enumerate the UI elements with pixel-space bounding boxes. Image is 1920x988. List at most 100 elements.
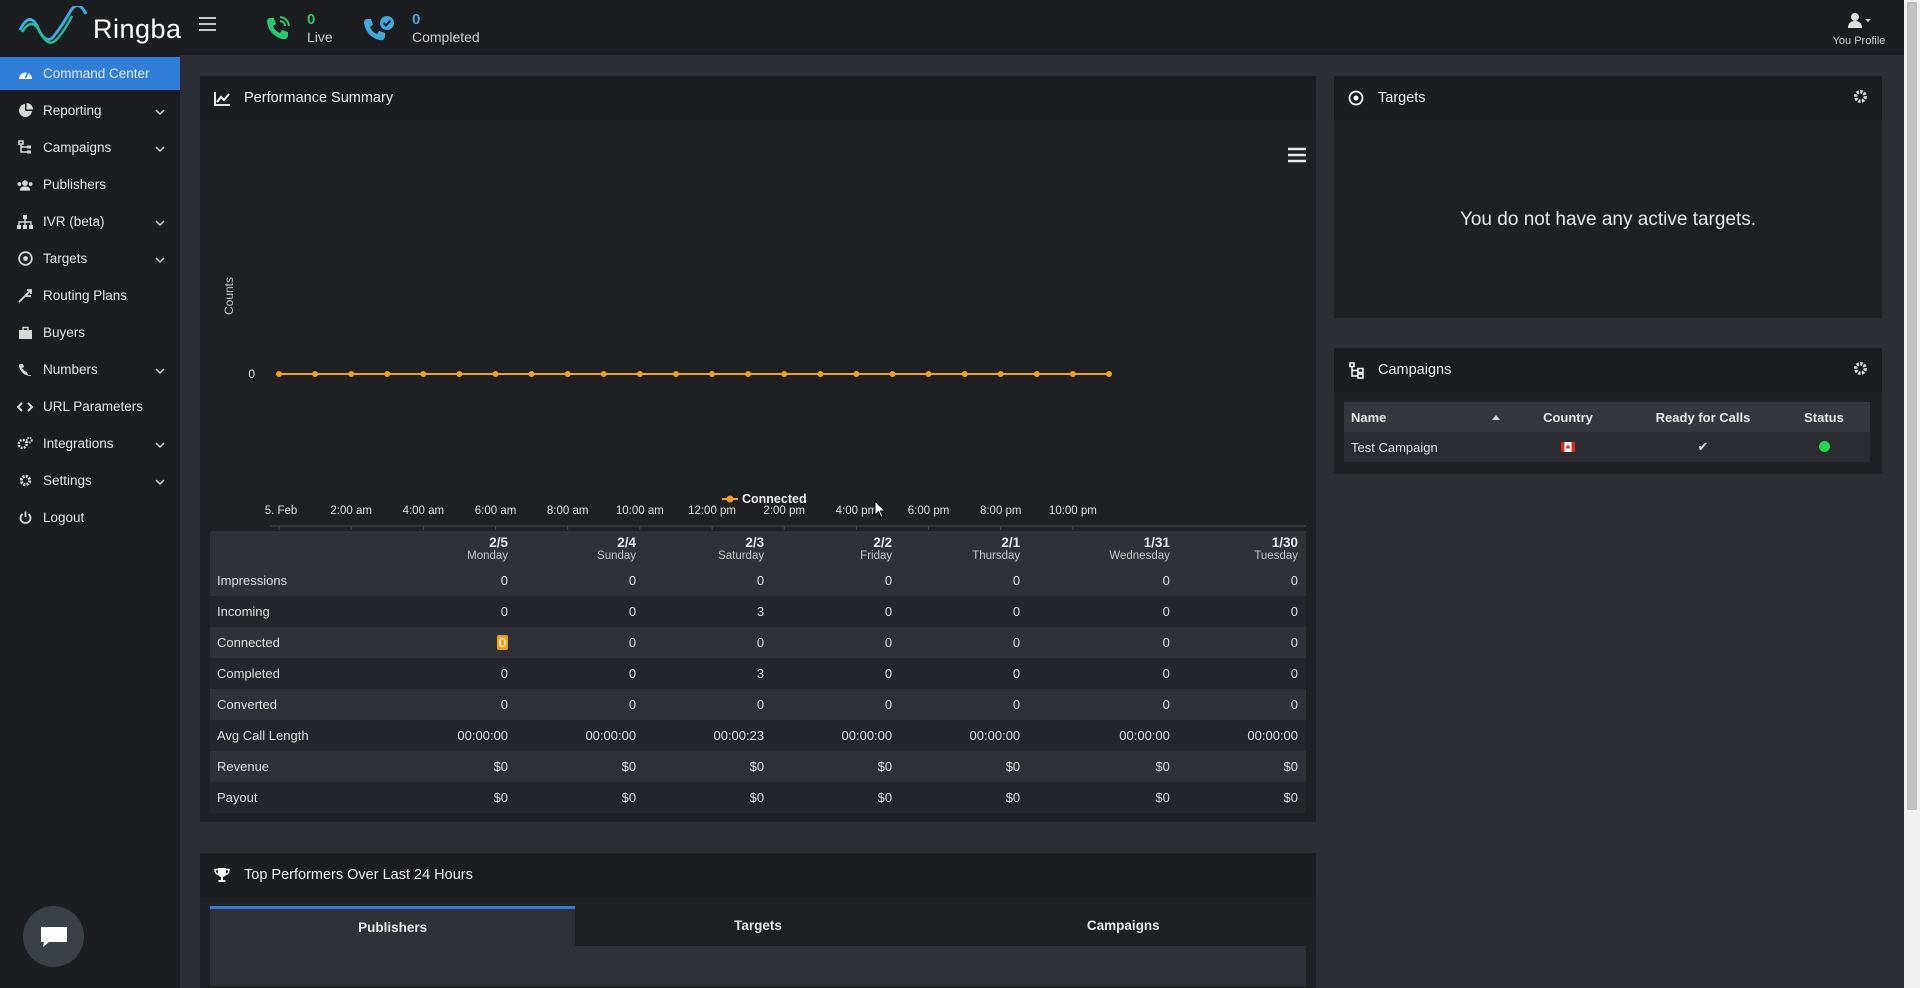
sidebar-item-label: URL Parameters bbox=[43, 399, 144, 414]
data-point bbox=[600, 371, 607, 377]
phone-icon bbox=[17, 362, 33, 378]
gear-icon[interactable] bbox=[1853, 89, 1868, 109]
data-point bbox=[492, 371, 499, 377]
sidebar-item-reporting[interactable]: Reporting bbox=[0, 94, 180, 127]
table-cell: 0 bbox=[1028, 658, 1178, 689]
table-cell: $0 bbox=[1177, 751, 1306, 782]
table-cell: 0 bbox=[1028, 627, 1178, 658]
table-row: Revenue $0 $0 $0 $0 $0 $0 $0 bbox=[210, 751, 1306, 782]
ringba-logo[interactable]: Ringba bbox=[18, 4, 183, 50]
column-date: 2/1 bbox=[1001, 534, 1021, 550]
table-cell: $0 bbox=[1028, 782, 1178, 813]
tab-publishers[interactable]: Publishers bbox=[210, 906, 576, 946]
tab-campaigns[interactable]: Campaigns bbox=[1086, 918, 1160, 933]
sidebar-item-buyers[interactable]: Buyers bbox=[0, 316, 180, 349]
profile-menu[interactable]: You Profile bbox=[1822, 12, 1896, 47]
menu-toggle-button[interactable] bbox=[199, 17, 216, 33]
panel-header: Performance Summary bbox=[200, 76, 1316, 120]
column-header-name[interactable]: Name bbox=[1344, 402, 1508, 432]
table-row: Connected 0 0 0 0 0 0 0 bbox=[210, 627, 1306, 658]
chevron-down-icon bbox=[155, 250, 165, 268]
sidebar-item-targets[interactable]: Targets bbox=[0, 242, 180, 275]
page-scrollbar[interactable] bbox=[1904, 0, 1920, 988]
chart-menu-button[interactable] bbox=[1286, 144, 1308, 166]
sidebar-item-publishers[interactable]: Publishers bbox=[0, 168, 180, 201]
canada-flag-icon bbox=[1561, 441, 1575, 452]
table-cell: 0 bbox=[900, 658, 1029, 689]
sort-asc-icon bbox=[1492, 414, 1500, 420]
chevron-down-icon bbox=[155, 139, 165, 157]
row-label: Revenue bbox=[210, 751, 388, 782]
data-point bbox=[384, 371, 391, 377]
column-weekday: Sunday bbox=[597, 549, 637, 562]
sidebar-item-label: Targets bbox=[43, 251, 88, 266]
panel-header: Top Performers Over Last 24 Hours bbox=[200, 853, 1316, 897]
pie-chart-icon bbox=[17, 103, 33, 119]
table-cell: 0 bbox=[516, 565, 645, 596]
table-cell: 0 bbox=[900, 689, 1029, 720]
sidebar-item-label: Buyers bbox=[43, 325, 86, 340]
table-row[interactable]: Test Campaign ✔ bbox=[1344, 432, 1870, 462]
sidebar-item-settings[interactable]: Settings bbox=[0, 464, 180, 497]
data-point bbox=[961, 371, 968, 377]
sidebar-item-numbers[interactable]: Numbers bbox=[0, 353, 180, 386]
table-cell: 0 bbox=[388, 689, 517, 720]
sidebar-item-url-parameters[interactable]: URL Parameters bbox=[0, 390, 180, 423]
column-header-country[interactable]: Country bbox=[1508, 402, 1628, 432]
column-header-date: 2/1 Thursday bbox=[900, 531, 1029, 565]
table-cell: 3 bbox=[644, 658, 773, 689]
column-weekday: Saturday bbox=[718, 549, 765, 562]
table-cell: 0 bbox=[1028, 596, 1178, 627]
chat-button[interactable] bbox=[23, 906, 84, 967]
sidebar-item-command-center[interactable]: Command Center bbox=[0, 57, 180, 90]
scrollbar-thumb[interactable] bbox=[1907, 2, 1917, 810]
sidebar-item-label: Integrations bbox=[43, 436, 114, 451]
gear-icon[interactable] bbox=[1853, 361, 1868, 381]
sidebar-item-label: IVR (beta) bbox=[43, 214, 105, 229]
table-cell: 00:00:23 bbox=[644, 720, 773, 751]
table-cell: 0 bbox=[388, 596, 517, 627]
data-point bbox=[348, 371, 355, 377]
sitemap-icon bbox=[1347, 361, 1365, 379]
data-point bbox=[1069, 371, 1076, 377]
table-cell: $0 bbox=[772, 782, 901, 813]
column-header-ready[interactable]: Ready for Calls bbox=[1628, 402, 1778, 432]
dashboard-icon bbox=[17, 66, 33, 82]
sidebar-item-label: Command Center bbox=[43, 66, 150, 81]
campaign-name[interactable]: Test Campaign bbox=[1344, 432, 1508, 462]
column-header-date: 2/2 Friday bbox=[772, 531, 901, 565]
sidebar-item-ivr[interactable]: IVR (beta) bbox=[0, 205, 180, 238]
table-cell: $0 bbox=[388, 782, 517, 813]
x-tick-label: 5. Feb bbox=[265, 505, 298, 517]
table-cell: 0 bbox=[516, 596, 645, 627]
panel-title: Top Performers Over Last 24 Hours bbox=[244, 867, 473, 883]
tab-targets[interactable]: Targets bbox=[734, 918, 782, 933]
sidebar-item-routing-plans[interactable]: Routing Plans bbox=[0, 279, 180, 312]
legend-label-connected: Connected bbox=[742, 492, 807, 506]
brand-name: Ringba bbox=[93, 14, 182, 44]
table-cell: 00:00:00 bbox=[900, 720, 1029, 751]
targets-panel: Targets You do not have any active targe… bbox=[1334, 76, 1882, 318]
campaign-country bbox=[1508, 432, 1628, 462]
sidebar-item-integrations[interactable]: Integrations bbox=[0, 427, 180, 460]
data-point bbox=[636, 371, 643, 377]
table-cell: 0 bbox=[644, 565, 773, 596]
column-weekday: Tuesday bbox=[1254, 549, 1298, 562]
column-header-status[interactable]: Status bbox=[1778, 402, 1870, 432]
live-label: Live bbox=[307, 29, 333, 45]
chart-legend[interactable]: Connected bbox=[722, 492, 807, 506]
data-point bbox=[925, 371, 932, 377]
table-cell: $0 bbox=[516, 782, 645, 813]
user-icon bbox=[1848, 13, 1871, 28]
sidebar-item-campaigns[interactable]: Campaigns bbox=[0, 131, 180, 164]
sidebar-item-logout[interactable]: Logout bbox=[0, 501, 180, 534]
table-cell: 0 bbox=[1177, 658, 1306, 689]
table-cell: 00:00:00 bbox=[1177, 720, 1306, 751]
column-weekday: Monday bbox=[467, 549, 509, 562]
table-cell: 0 bbox=[772, 596, 901, 627]
users-icon bbox=[17, 177, 33, 193]
top-performers-panel: Top Performers Over Last 24 Hours Publis… bbox=[200, 853, 1316, 988]
table-cell: 0 bbox=[1177, 689, 1306, 720]
bullseye-icon bbox=[17, 251, 33, 267]
x-tick-label: 10:00 pm bbox=[1049, 505, 1097, 517]
